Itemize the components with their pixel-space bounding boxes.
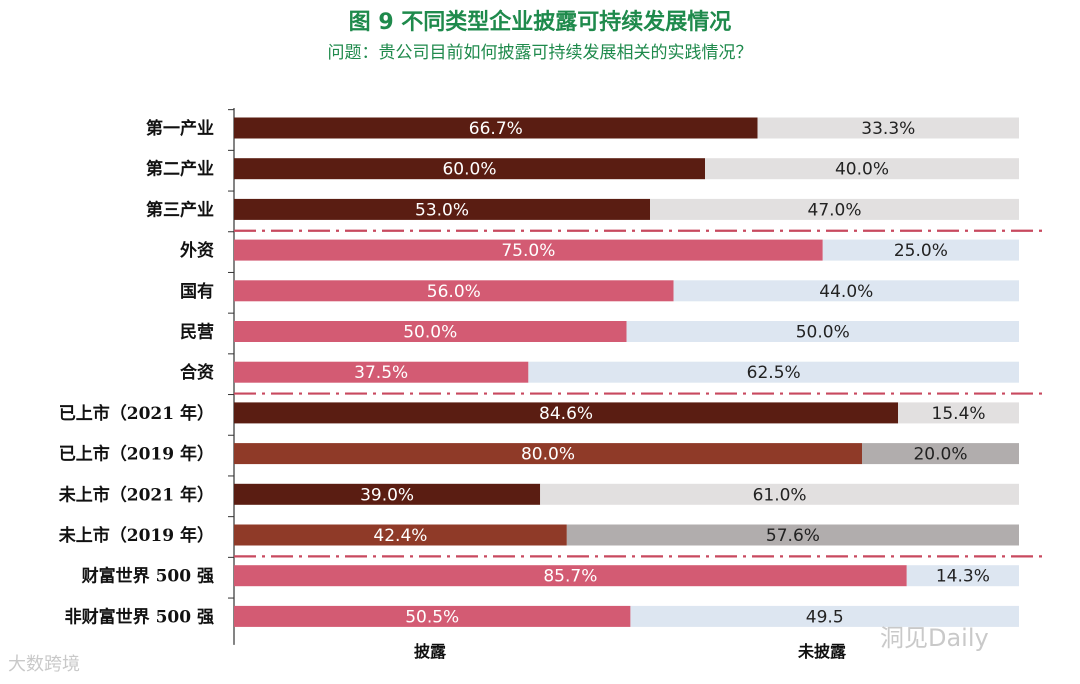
- bar-disclosed: [234, 198, 651, 220]
- chart-subtitle: 问题：贵公司目前如何披露可持续发展相关的实践情况？: [327, 43, 753, 63]
- data-label-not-disclosed: 25.0%: [894, 241, 948, 261]
- data-label-not-disclosed: 62.5%: [747, 363, 801, 383]
- bar-not-disclosed: [898, 402, 1019, 424]
- data-label-not-disclosed: 14.3%: [936, 567, 990, 587]
- data-label-disclosed: 75.0%: [501, 241, 555, 261]
- bar-disclosed: [234, 158, 705, 180]
- data-label-disclosed: 56.0%: [427, 282, 481, 302]
- data-label-not-disclosed: 61.0%: [753, 485, 807, 505]
- data-label-not-disclosed: 40.0%: [835, 160, 889, 180]
- bar-disclosed: [234, 361, 529, 383]
- bar-not-disclosed: [673, 280, 1019, 302]
- data-label-not-disclosed: 20.0%: [913, 445, 967, 465]
- category-label: 第二产业: [146, 159, 214, 180]
- bar-not-disclosed: [566, 524, 1019, 546]
- data-label-not-disclosed: 49.5: [806, 607, 844, 627]
- bar-disclosed: [234, 605, 631, 627]
- data-label-not-disclosed: 50.0%: [796, 323, 850, 343]
- data-label-disclosed: 42.4%: [373, 526, 427, 546]
- category-label: 合资: [180, 362, 214, 383]
- data-label-disclosed: 39.0%: [360, 485, 414, 505]
- bar-not-disclosed: [906, 565, 1019, 587]
- bar-not-disclosed: [626, 321, 1019, 342]
- category-label: 第一产业: [146, 118, 214, 139]
- data-label-not-disclosed: 33.3%: [861, 119, 915, 139]
- data-label-disclosed: 84.6%: [539, 404, 593, 424]
- category-label: 财富世界 500 强: [81, 566, 214, 587]
- data-label-disclosed: 53.0%: [415, 200, 469, 220]
- bar-not-disclosed: [705, 158, 1019, 180]
- data-label-disclosed: 50.5%: [405, 607, 459, 627]
- category-label: 外资: [180, 240, 214, 261]
- bar-disclosed: [234, 483, 541, 505]
- watermark-right: 洞见Daily: [880, 624, 989, 652]
- legend-item-not-disclosed: 未披露: [797, 642, 847, 661]
- category-label: 国有: [180, 281, 214, 302]
- category-label: 第三产业: [146, 199, 214, 220]
- data-label-not-disclosed: 47.0%: [808, 200, 862, 220]
- bar-not-disclosed: [528, 361, 1019, 383]
- bar-not-disclosed: [757, 117, 1019, 139]
- bar-disclosed: [234, 443, 862, 465]
- data-label-disclosed: 37.5%: [354, 363, 408, 383]
- bar-disclosed: [234, 321, 627, 342]
- data-label-not-disclosed: 44.0%: [819, 282, 873, 302]
- category-label: 已上市（2019 年）: [59, 444, 214, 465]
- bar-not-disclosed: [862, 443, 1019, 465]
- category-label: 未上市（2019 年）: [58, 525, 214, 546]
- data-label-not-disclosed: 57.6%: [766, 526, 820, 546]
- bar-disclosed: [234, 524, 567, 546]
- bar-not-disclosed: [650, 198, 1019, 220]
- bar-disclosed: [234, 239, 823, 261]
- data-label-disclosed: 85.7%: [543, 567, 597, 587]
- bar-not-disclosed: [630, 605, 1019, 627]
- data-label-disclosed: 80.0%: [521, 445, 575, 465]
- bar-disclosed: [234, 565, 907, 587]
- bar-not-disclosed: [822, 239, 1019, 261]
- bar-not-disclosed: [540, 483, 1019, 505]
- data-label-not-disclosed: 15.4%: [932, 404, 986, 424]
- data-label-disclosed: 50.0%: [403, 323, 457, 343]
- category-label: 民营: [180, 322, 214, 343]
- category-label: 未上市（2021 年）: [58, 484, 214, 505]
- data-label-disclosed: 60.0%: [442, 160, 496, 180]
- category-label: 非财富世界 500 强: [65, 606, 214, 627]
- chart-title: 图 9 不同类型企业披露可持续发展情况: [348, 10, 732, 35]
- bar-disclosed: [234, 280, 674, 302]
- bar-disclosed: [234, 402, 899, 424]
- category-label: 已上市（2021 年）: [59, 403, 214, 424]
- data-label-disclosed: 66.7%: [469, 119, 523, 139]
- bar-disclosed: [234, 117, 758, 139]
- watermark-left: 大数跨境: [8, 654, 80, 675]
- legend-item-disclosed: 披露: [414, 642, 447, 661]
